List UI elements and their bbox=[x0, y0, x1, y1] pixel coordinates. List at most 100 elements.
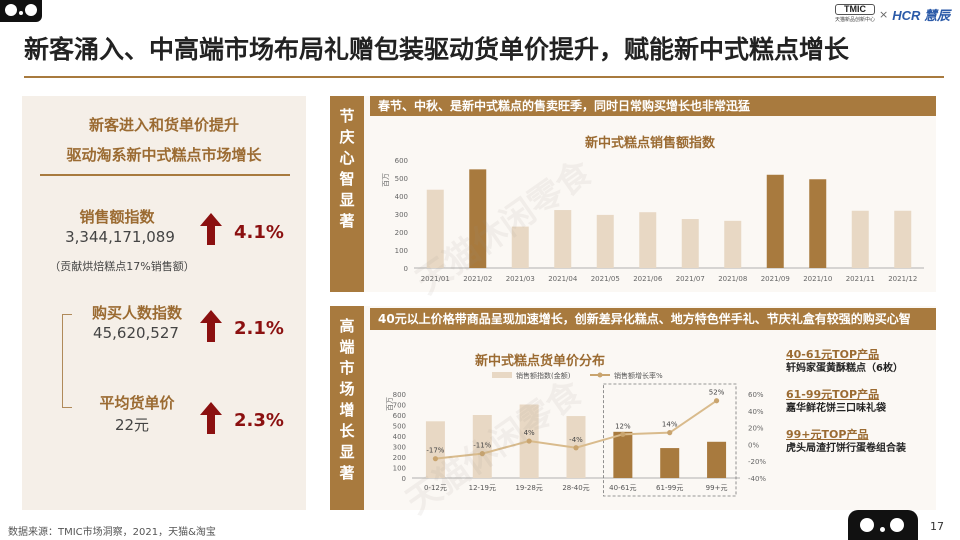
metric-pct-buyers: 2.1% bbox=[234, 318, 284, 339]
growth-data-label: 4% bbox=[524, 429, 535, 437]
legend-bar-label: 销售额指数(金额) bbox=[516, 371, 571, 380]
bar bbox=[639, 212, 657, 268]
bar bbox=[894, 210, 912, 268]
y-tick-label: 0 bbox=[402, 475, 406, 483]
panel1-side-tag: 节庆心智显著 bbox=[330, 96, 364, 292]
tmall-cat-logo-icon bbox=[848, 510, 918, 540]
bar bbox=[425, 421, 445, 478]
highlight-box bbox=[603, 383, 737, 497]
hcr-logo: HCR 慧辰 bbox=[892, 7, 950, 23]
growth-point bbox=[713, 398, 720, 404]
top-product-item: 轩妈家蛋黄酥糕点（6枚） bbox=[786, 363, 903, 374]
y-tick-label: 500 bbox=[395, 175, 408, 183]
left-summary-panel: 新客进入和货单价提升 驱动淘系新中式糕点市场增长 销售额指数 3,344,171… bbox=[22, 96, 306, 510]
summary-title-line2: 驱动淘系新中式糕点市场增长 bbox=[66, 146, 262, 164]
bar bbox=[426, 189, 444, 268]
arrow-up-icon bbox=[200, 310, 222, 342]
y-tick-label: 0 bbox=[404, 265, 408, 273]
growth-point bbox=[667, 430, 673, 436]
y-tick-label: 400 bbox=[393, 433, 406, 441]
title-underline bbox=[24, 76, 944, 78]
chart2-title: 新中式糕点货单价分布 bbox=[474, 354, 605, 369]
arrow-up-icon bbox=[200, 213, 222, 245]
y-tick-label: 200 bbox=[395, 229, 408, 237]
y-tick-label: 600 bbox=[393, 412, 406, 420]
x-tick-label: 2021/03 bbox=[506, 275, 535, 283]
bracket-divider bbox=[62, 314, 72, 408]
top-product-head: 99+元TOP产品 bbox=[786, 428, 869, 441]
growth-data-label: 14% bbox=[662, 421, 678, 429]
brand-separator: × bbox=[879, 7, 889, 21]
y-tick-label: 400 bbox=[395, 193, 408, 201]
x-tick-label: 2021/07 bbox=[676, 275, 705, 283]
legend-line-marker bbox=[597, 372, 603, 378]
x-tick-label: 2021/10 bbox=[803, 275, 832, 283]
bar bbox=[554, 210, 572, 268]
top-products-list: 40-61元TOP产品 轩妈家蛋黄酥糕点（6枚） 61-99元TOP产品 嘉华鲜… bbox=[786, 348, 936, 468]
growth-data-label: -17% bbox=[426, 447, 444, 455]
panel1-tag-text: 节庆心智显著 bbox=[339, 107, 355, 230]
metric-pct-sales: 4.1% bbox=[234, 222, 284, 243]
panel1-headline: 春节、中秋、是新中式糕点的售卖旺季，同时日常购买增长也非常迅猛 bbox=[370, 96, 936, 116]
top-product-item: 虎头局渣打饼行蛋卷组合装 bbox=[786, 443, 906, 454]
x-tick-label: 0-12元 bbox=[424, 484, 447, 492]
growth-data-label: 52% bbox=[709, 389, 725, 397]
y2-tick-label: 40% bbox=[748, 408, 764, 416]
bar bbox=[851, 210, 869, 268]
tmall-cat-logo-icon bbox=[0, 0, 42, 22]
metric-label-sales: 销售额指数 bbox=[79, 208, 155, 226]
chart1-title: 新中式糕点销售额指数 bbox=[584, 136, 715, 151]
bar bbox=[724, 220, 742, 268]
bar bbox=[809, 179, 827, 268]
arrow-up-icon bbox=[200, 402, 222, 434]
y-axis-label: 百万 bbox=[386, 397, 394, 411]
brand-logos: TMIC 天猫新品创新中心 × HCR 慧辰 bbox=[834, 3, 950, 24]
x-tick-label: 19-28元 bbox=[515, 484, 542, 492]
x-tick-label: 61-99元 bbox=[656, 484, 683, 492]
x-tick-label: 40-61元 bbox=[609, 484, 636, 492]
price-band-chart: 销售额指数(金额) 销售额增长率% 百万 0 100 200 300 400 500 600 700… bbox=[386, 371, 766, 497]
metric-value-aov: 22元 bbox=[114, 416, 150, 434]
y2-tick-label: -40% bbox=[748, 475, 766, 483]
panel2-tag-text: 高端市场增长显著 bbox=[339, 317, 355, 482]
x-tick-label: 2021/09 bbox=[761, 275, 790, 283]
growth-data-label: -11% bbox=[473, 442, 491, 450]
growth-data-label: 12% bbox=[615, 422, 631, 430]
y2-tick-label: 20% bbox=[748, 425, 764, 433]
y-tick-label: 500 bbox=[393, 423, 406, 431]
tmic-logo: TMIC 天猫新品创新中心 bbox=[834, 3, 875, 23]
x-tick-label: 2021/05 bbox=[591, 275, 620, 283]
y-tick-label: 100 bbox=[395, 247, 408, 255]
page-title: 新客涌入、中高端市场布局礼赠包装驱动货单价提升，赋能新中式糕点增长 bbox=[24, 35, 850, 64]
y2-tick-label: -20% bbox=[748, 458, 766, 466]
growth-point bbox=[573, 445, 579, 451]
y-tick-label: 100 bbox=[393, 465, 406, 473]
x-tick-label: 2021/01 bbox=[421, 275, 450, 283]
y-tick-label: 200 bbox=[393, 454, 406, 462]
growth-data-label: -4% bbox=[569, 436, 583, 444]
bar bbox=[613, 431, 633, 478]
growth-point bbox=[620, 431, 626, 437]
panel2-bg bbox=[364, 306, 936, 510]
y-tick-label: 300 bbox=[393, 444, 406, 452]
x-tick-label: 2021/08 bbox=[718, 275, 747, 283]
y-tick-label: 700 bbox=[393, 402, 406, 410]
growth-point bbox=[479, 451, 485, 457]
y-tick-label: 600 bbox=[395, 157, 408, 165]
x-tick-label: 99+元 bbox=[706, 484, 728, 492]
y2-tick-label: 0% bbox=[748, 441, 759, 449]
bar bbox=[681, 219, 699, 268]
legend-bar-swatch bbox=[492, 372, 512, 378]
growth-point bbox=[432, 456, 439, 462]
metric-label-buyers: 购买人数指数 bbox=[91, 304, 182, 322]
bar bbox=[660, 448, 680, 478]
y-tick-label: 300 bbox=[395, 211, 408, 219]
top-bar: TMIC 天猫新品创新中心 × HCR 慧辰 bbox=[0, 0, 960, 24]
bar bbox=[472, 415, 492, 478]
x-tick-label: 2021/12 bbox=[888, 275, 917, 283]
data-source-note: 数据来源：TMIC市场洞察，2021，天猫&淘宝 bbox=[8, 527, 216, 538]
metric-label-aov: 平均货单价 bbox=[99, 394, 175, 412]
x-tick-label: 2021/06 bbox=[633, 275, 663, 283]
panel2-headline: 40元以上价格带商品呈现加速增长，创新差异化糕点、地方特色伴手礼、节庆礼盒有较强… bbox=[370, 308, 936, 330]
legend-line-label: 销售额增长率% bbox=[614, 371, 663, 380]
